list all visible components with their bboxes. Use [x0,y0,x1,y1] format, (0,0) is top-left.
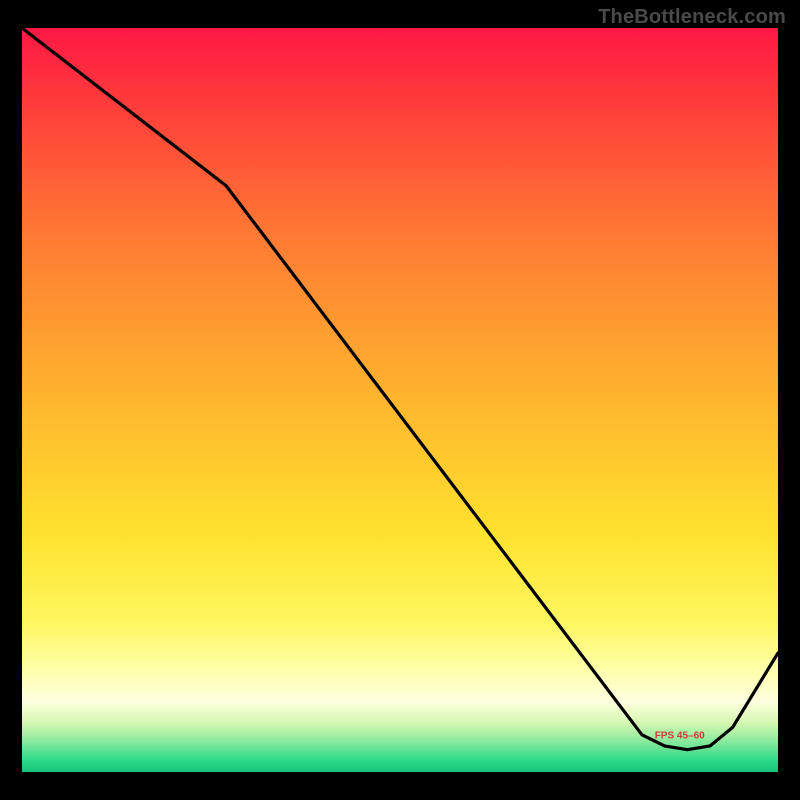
plot-background [22,28,778,772]
bottleneck-chart [0,0,800,800]
stage: TheBottleneck.com FPS 45–60 [0,0,800,800]
watermark-text: TheBottleneck.com [598,6,786,29]
fps-label: FPS 45–60 [655,731,705,742]
